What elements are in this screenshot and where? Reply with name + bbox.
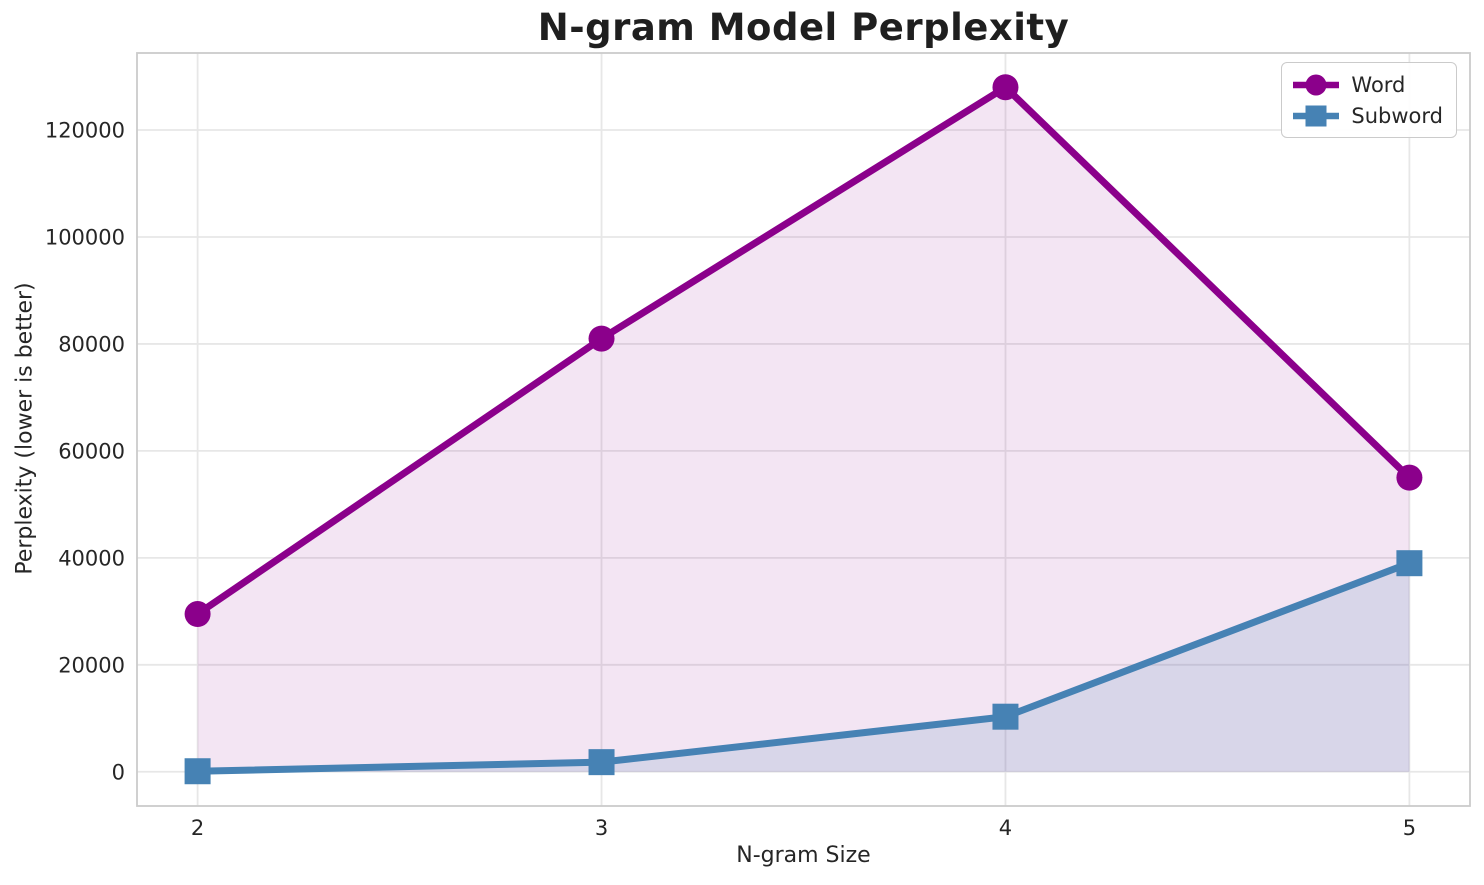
x-tick-labels: 2 3 4 5: [191, 816, 1416, 840]
word-area-fill: [197, 87, 1410, 772]
word-legend-marker: [1291, 72, 1341, 98]
grid: [137, 53, 1470, 806]
legend-item-subword: Subword: [1291, 100, 1443, 131]
word-line: [195, 82, 1412, 617]
subword-legend-marker: [1291, 103, 1341, 129]
legend-circle-marker: [1305, 74, 1327, 95]
y-tick-label-80000: 80000: [58, 332, 125, 356]
y-tick-label-0: 0: [112, 760, 125, 784]
y-tick-label-60000: 60000: [58, 439, 125, 463]
y-tick-label-40000: 40000: [58, 546, 125, 570]
chart-title: N-gram Model Perplexity: [537, 6, 1070, 49]
subword-point-5: [1396, 550, 1423, 577]
subword-point-2: [184, 758, 211, 785]
legend-label-subword: Subword: [1351, 103, 1443, 128]
subword-legend-sample: [1293, 105, 1340, 126]
subword-area-fill: [197, 563, 1410, 772]
x-tick-label-3: 3: [595, 816, 608, 840]
legend-label-word: Word: [1351, 72, 1406, 97]
y-tick-labels: 0 20000 40000 60000 80000 100000 120000: [45, 119, 125, 785]
legend-square-marker: [1305, 105, 1327, 126]
subword-line: [197, 559, 1411, 775]
subword-point-3: [588, 749, 615, 776]
word-point-5: [1396, 464, 1423, 491]
subword-point-4: [992, 703, 1019, 730]
word-point-4: [992, 74, 1019, 101]
x-tick-label-5: 5: [1403, 816, 1416, 840]
plot-spines: [136, 52, 1471, 807]
x-tick-label-4: 4: [999, 816, 1012, 840]
y-tick-label-100000: 100000: [45, 226, 125, 250]
y-tick-label-120000: 120000: [45, 119, 125, 143]
word-point-3: [588, 325, 615, 352]
word-legend-sample: [1293, 74, 1340, 95]
legend-item-word: Word: [1291, 69, 1443, 100]
x-axis-label: N-gram Size: [736, 843, 871, 868]
y-tick-label-20000: 20000: [58, 653, 125, 677]
x-tick-label-2: 2: [191, 816, 204, 840]
y-axis-label: Perplexity (lower is better): [12, 282, 38, 575]
word-point-2: [184, 601, 211, 628]
legend: Word Subword: [1281, 62, 1457, 138]
